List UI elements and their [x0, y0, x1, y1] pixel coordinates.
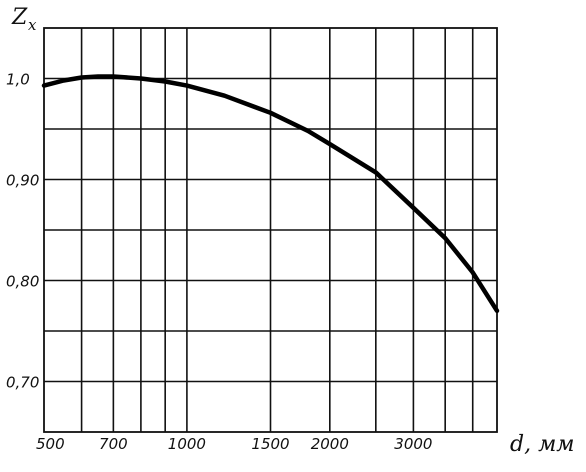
x-tick-label: 3000 — [394, 435, 432, 453]
y-tick-label: 1,0 — [6, 71, 30, 89]
x-tick-label: 2000 — [311, 435, 349, 453]
y-tick-label: 0,90 — [6, 172, 39, 190]
x-tick-label: 500 — [36, 435, 65, 453]
x-tick-label: 1000 — [168, 435, 206, 453]
y-tick-label: 0,70 — [6, 374, 39, 392]
data-curve — [41, 74, 500, 314]
y-tick-label: 0,80 — [6, 273, 39, 291]
plot-frame — [43, 27, 498, 433]
y-axis-title: Z — [11, 5, 28, 30]
x-tick-label: 1500 — [251, 435, 289, 453]
x-axis-title: d, мм — [510, 432, 575, 457]
x-tick-label: 700 — [99, 435, 128, 453]
y-axis-title-subscript: x — [28, 16, 37, 34]
